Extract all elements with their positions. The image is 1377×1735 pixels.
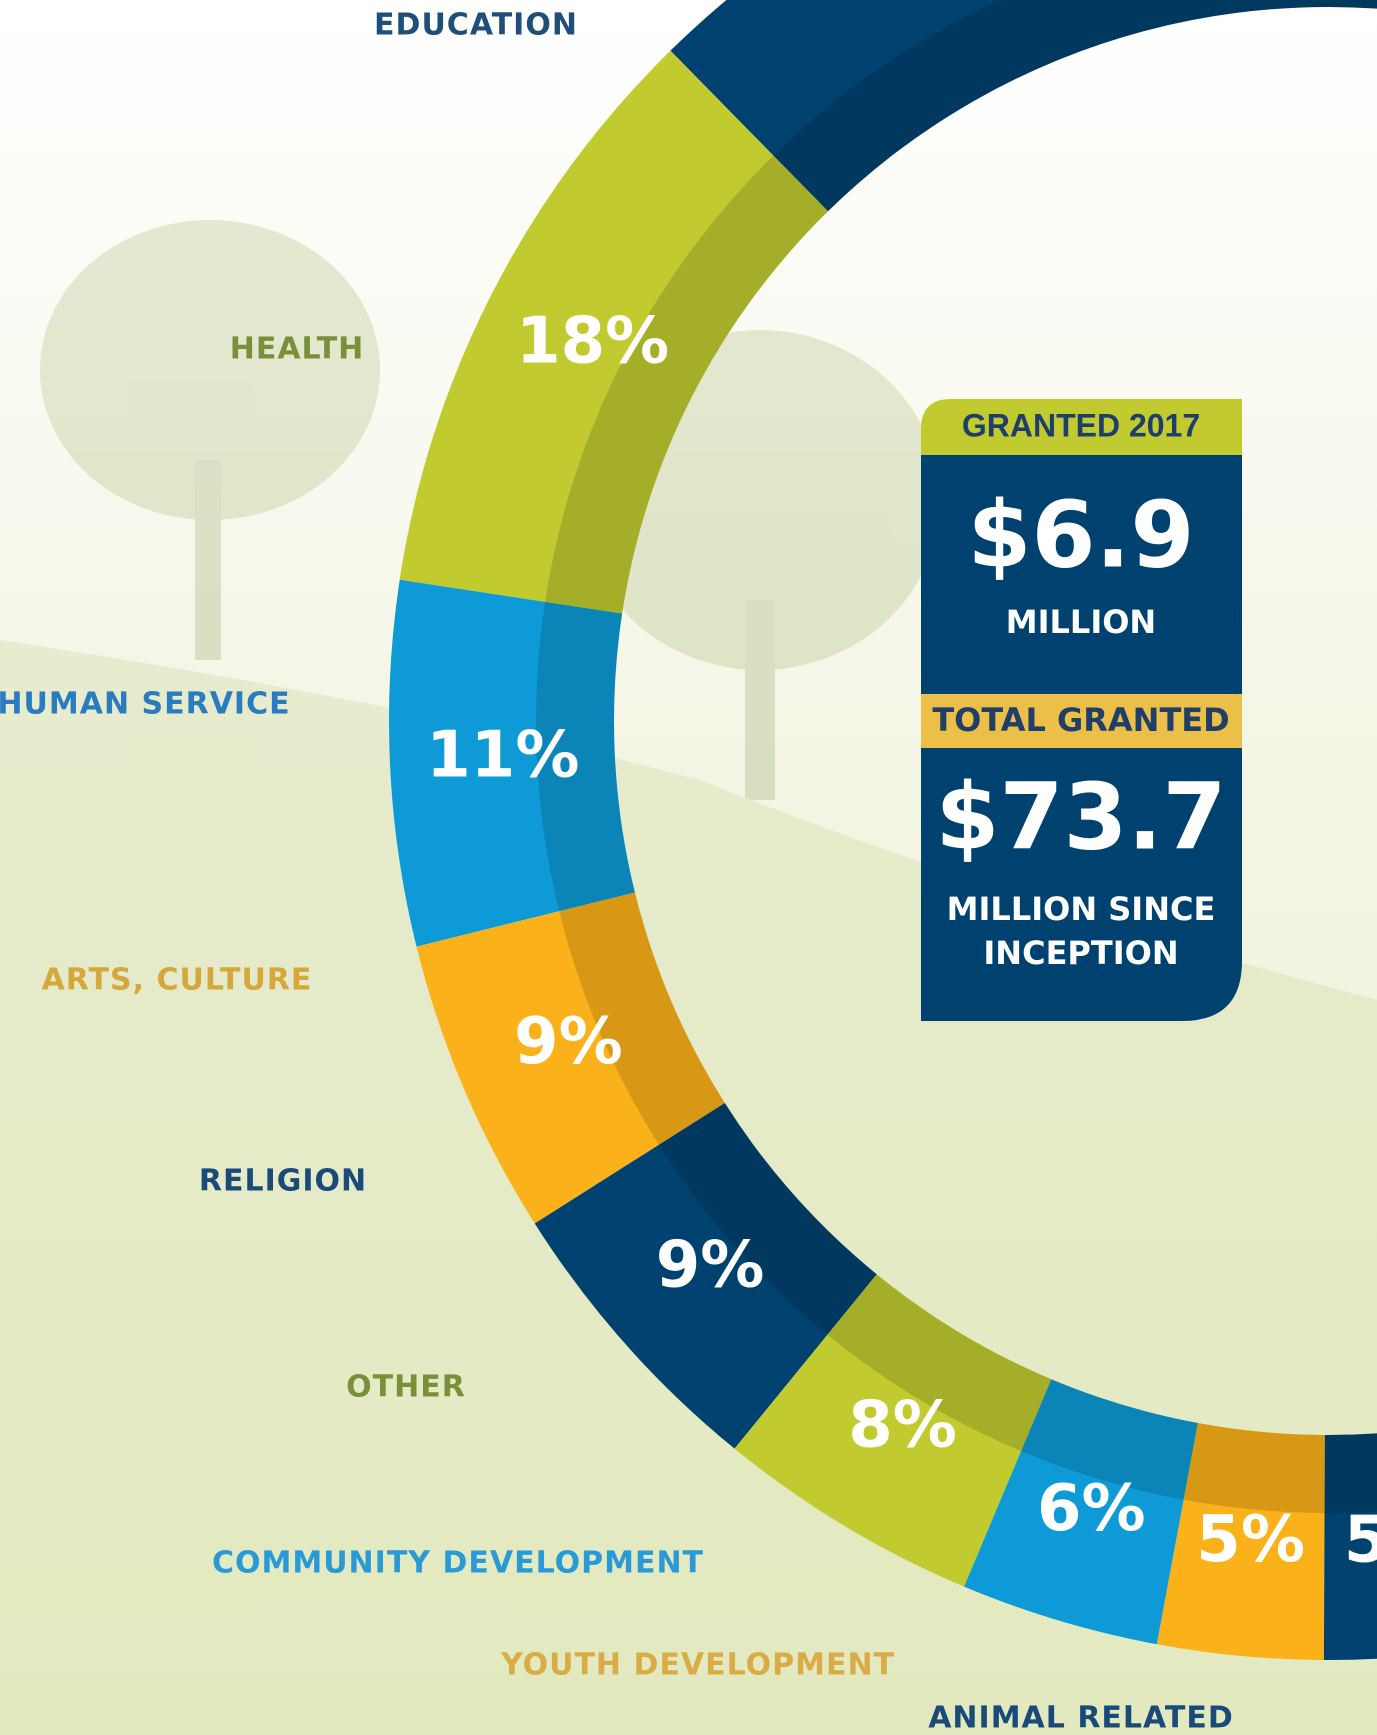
value-label: 18% <box>516 304 669 378</box>
category-label: COMMUNITY DEVELOPMENT <box>212 1546 704 1581</box>
category-label: YOUTH DEVELOPMENT <box>500 1648 895 1683</box>
value-label: 11% <box>426 718 579 792</box>
info-unit: MILLION SINCE <box>947 890 1216 928</box>
donut-segment <box>416 892 725 1224</box>
segment-shade <box>658 1103 877 1335</box>
info-unit: MILLION <box>1006 603 1156 641</box>
value-label: 9% <box>656 1229 765 1303</box>
segment-shade <box>1183 1423 1325 1513</box>
category-label: HUMAN SERVICE <box>0 687 291 722</box>
info-panel <box>921 748 1242 1021</box>
segment-shade <box>827 1274 1052 1452</box>
category-label: EDUCATION <box>374 8 578 43</box>
info-amount: $6.9 <box>968 481 1195 588</box>
info-box: GRANTED 2017 $6.9 MILLION TOTAL GRANTED … <box>921 399 1242 1021</box>
segment-shade <box>773 0 1377 212</box>
info-amount: $73.7 <box>935 763 1226 870</box>
info-header <box>921 399 1242 455</box>
segment-shade <box>559 892 725 1145</box>
donut-segment <box>1156 1423 1325 1660</box>
category-label: HEALTH <box>230 332 365 367</box>
segment-shade <box>1324 1433 1377 1513</box>
donut-segment <box>534 1103 877 1449</box>
donut-segment <box>964 1379 1198 1645</box>
segment-shade <box>1021 1379 1198 1500</box>
donut-segment <box>734 1274 1052 1587</box>
segment-shade <box>535 601 635 912</box>
value-label: 9% <box>514 1005 623 1079</box>
info-header <box>921 694 1242 748</box>
segment-shade <box>545 155 828 614</box>
donut-segment <box>670 0 1377 212</box>
value-label: 5% <box>1196 1503 1305 1577</box>
donut-chart: 29%18%11%9%9%8%6%5%5% <box>388 0 1377 1660</box>
info-panel <box>921 455 1242 694</box>
info-label: GRANTED 2017 <box>962 407 1200 443</box>
donut-segment <box>388 579 635 947</box>
category-label: ANIMAL RELATED <box>928 1701 1234 1735</box>
category-label: OTHER <box>346 1370 466 1405</box>
category-label: RELIGION <box>199 1164 367 1199</box>
value-label: 8% <box>848 1389 957 1463</box>
category-label: ARTS, CULTURE <box>42 963 313 998</box>
value-label: 6% <box>1037 1472 1146 1546</box>
donut-segment <box>399 50 828 614</box>
info-label: TOTAL GRANTED <box>932 701 1229 739</box>
value-label: 5% <box>1344 1504 1377 1578</box>
info-unit: INCEPTION <box>983 934 1178 972</box>
donut-segment <box>1323 1433 1377 1660</box>
category-labels: EDUCATION HEALTH HUMAN SERVICE ARTS, CULTUR… <box>0 8 1234 1735</box>
